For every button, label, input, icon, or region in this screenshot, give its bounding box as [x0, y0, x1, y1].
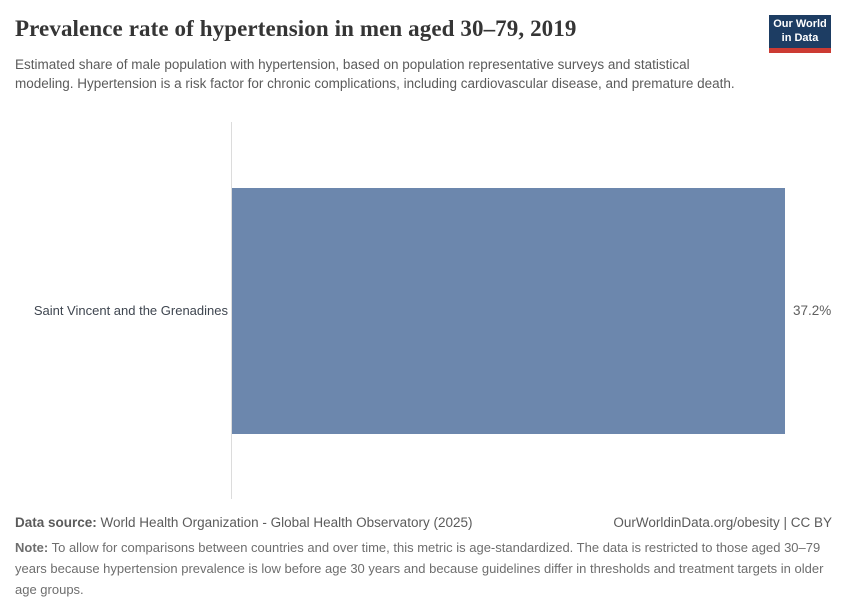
owid-logo-box: Our World in Data — [769, 15, 831, 48]
source-row: Data source: World Health Organization -… — [15, 515, 832, 530]
bar-chart: Saint Vincent and the Grenadines 37.2% — [0, 122, 850, 499]
owid-logo[interactable]: Our World in Data — [769, 15, 831, 53]
chart-rows: Saint Vincent and the Grenadines 37.2% — [0, 122, 850, 499]
bar[interactable] — [232, 187, 785, 434]
category-label: Saint Vincent and the Grenadines — [33, 303, 228, 318]
note-label: Note: — [15, 540, 49, 555]
chart-footer: Data source: World Health Organization -… — [15, 515, 832, 600]
data-source-value: World Health Organization - Global Healt… — [100, 515, 473, 530]
page-title: Prevalence rate of hypertension in men a… — [15, 16, 577, 41]
chart-subtitle: Estimated share of male population with … — [15, 57, 735, 92]
license-link[interactable]: OurWorldinData.org/obesity | CC BY — [613, 515, 832, 530]
owid-logo-line1: Our World — [773, 18, 827, 30]
value-label: 37.2% — [793, 303, 832, 318]
owid-logo-underline — [769, 48, 831, 53]
note-value: To allow for comparisons between countri… — [15, 540, 824, 597]
data-source-text: Data source: World Health Organization -… — [15, 515, 472, 530]
chart-row: Saint Vincent and the Grenadines 37.2% — [0, 187, 850, 434]
y-axis-line — [231, 122, 232, 499]
owid-logo-line2: in Data — [781, 31, 819, 44]
data-source-label: Data source: — [15, 515, 97, 530]
note-text: Note: To allow for comparisons between c… — [15, 538, 832, 600]
